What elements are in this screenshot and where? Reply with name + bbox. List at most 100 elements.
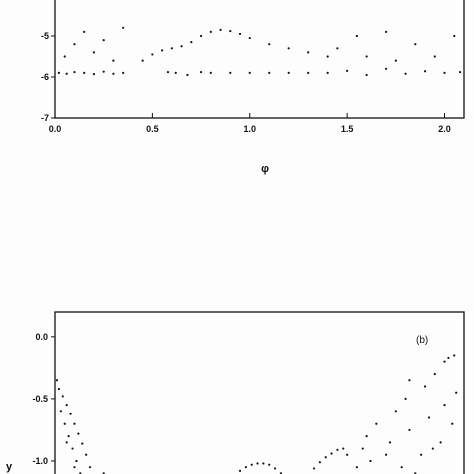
data-point [65, 72, 68, 75]
data-point [408, 379, 411, 382]
data-point [73, 422, 76, 425]
panel-label-b: (b) [416, 335, 428, 346]
data-point [81, 442, 84, 445]
data-point [431, 447, 434, 450]
data-point [190, 41, 193, 44]
data-point [324, 456, 327, 459]
data-point [423, 385, 427, 388]
data-point [180, 45, 183, 48]
top-x-ticks: 0.0 0.5 1.0 1.5 2.0 [49, 113, 451, 134]
bottom-y-tick-label: -1.0 [32, 456, 48, 466]
data-point [244, 466, 247, 469]
data-point [238, 32, 242, 36]
top-x-axis-label: φ [261, 163, 269, 175]
top-x-tick-label: 0.5 [146, 124, 159, 134]
top-plot-frame [54, 0, 465, 119]
data-point [268, 43, 271, 46]
data-point [102, 39, 105, 42]
data-point [170, 47, 173, 50]
top-x-tick-label: 1.0 [244, 124, 257, 134]
data-point [433, 55, 436, 58]
data-point [57, 387, 60, 391]
data-point [326, 55, 329, 58]
data-point [122, 26, 125, 29]
data-point [443, 71, 446, 74]
data-point [92, 73, 96, 76]
data-point [161, 49, 164, 52]
data-point [61, 395, 64, 398]
data-point [273, 467, 277, 470]
data-point [346, 69, 349, 72]
data-point [83, 30, 86, 33]
data-point [77, 432, 80, 435]
data-point [420, 453, 423, 456]
data-point [336, 47, 339, 50]
data-point [85, 453, 88, 456]
data-point [268, 463, 271, 466]
data-point [361, 447, 364, 450]
data-point [256, 462, 259, 465]
data-point [427, 416, 431, 419]
data-point [355, 34, 358, 38]
data-point [365, 435, 368, 438]
data-point [307, 51, 310, 54]
data-point [365, 55, 368, 58]
data-point [59, 410, 62, 413]
data-point [151, 53, 154, 56]
data-point [414, 43, 417, 46]
bottom-y-axis-label: y [6, 461, 13, 473]
bottom-plot-frame [54, 311, 465, 474]
bottom-scatter-points [55, 354, 458, 474]
top-x-tick-label: 0.0 [49, 124, 62, 134]
data-point [447, 356, 450, 360]
data-point [312, 467, 316, 470]
data-point [326, 71, 329, 74]
data-point [342, 447, 345, 450]
bottom-y-tick-label: 0.0 [35, 332, 48, 342]
data-point [71, 447, 74, 450]
data-point [73, 43, 76, 46]
data-point [83, 71, 86, 74]
data-point [238, 469, 242, 472]
data-point [365, 73, 368, 77]
data-point [400, 466, 403, 469]
data-point [355, 466, 358, 469]
data-point [219, 28, 222, 31]
data-point [57, 71, 60, 74]
data-point [433, 372, 436, 376]
top-y-tick-label: -7 [41, 113, 49, 123]
data-point [455, 391, 458, 394]
data-point [69, 412, 72, 415]
data-point [73, 466, 76, 469]
data-point [268, 71, 271, 74]
data-point [102, 70, 105, 73]
data-point [439, 441, 442, 444]
data-point [287, 47, 290, 50]
data-point [248, 36, 251, 40]
data-point [209, 71, 212, 74]
data-point [369, 459, 372, 463]
top-y-ticks: -5 -6 -7 [41, 31, 55, 123]
data-point [122, 71, 125, 74]
data-point [408, 428, 411, 432]
data-point [209, 30, 212, 33]
data-point [63, 422, 66, 425]
data-point [67, 435, 70, 438]
data-point [307, 71, 310, 74]
data-point [141, 59, 144, 62]
data-point [75, 459, 78, 463]
top-x-tick-label: 1.5 [341, 124, 354, 134]
data-point [388, 441, 392, 444]
data-point [55, 379, 59, 382]
data-point [346, 453, 349, 456]
data-point [65, 404, 68, 407]
data-point [112, 72, 115, 75]
data-point [73, 70, 76, 74]
data-point [394, 59, 397, 62]
data-point [318, 461, 321, 464]
data-point [287, 71, 290, 74]
data-point [404, 397, 407, 400]
data-point [459, 70, 462, 74]
